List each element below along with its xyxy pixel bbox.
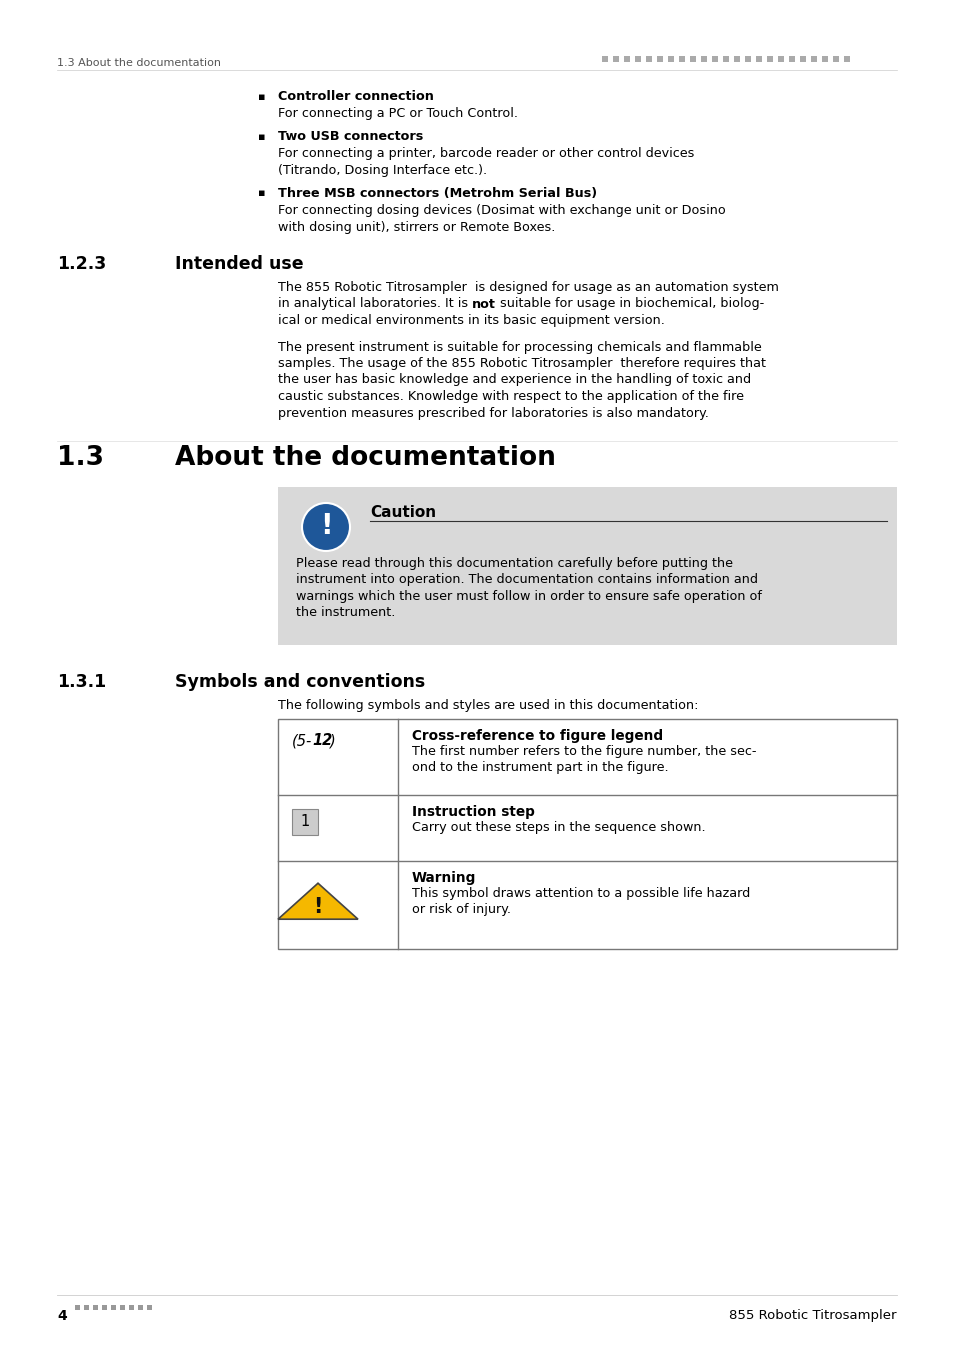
Bar <box>679 55 684 62</box>
Bar <box>277 487 896 645</box>
Bar <box>657 55 662 62</box>
Bar <box>292 809 317 836</box>
Bar <box>601 55 607 62</box>
Text: 1.3 About the documentation: 1.3 About the documentation <box>57 58 221 68</box>
Text: 12: 12 <box>312 733 332 748</box>
Text: caustic substances. Knowledge with respect to the application of the fire: caustic substances. Knowledge with respe… <box>277 390 743 404</box>
Bar <box>92 1305 98 1310</box>
Text: prevention measures prescribed for laboratories is also mandatory.: prevention measures prescribed for labor… <box>277 406 708 420</box>
Bar <box>129 1305 133 1310</box>
Bar <box>147 1305 152 1310</box>
Text: or risk of injury.: or risk of injury. <box>412 903 511 917</box>
Text: Please read through this documentation carefully before putting the: Please read through this documentation c… <box>295 558 732 570</box>
Text: For connecting a PC or Touch Control.: For connecting a PC or Touch Control. <box>277 108 517 120</box>
Bar <box>120 1305 125 1310</box>
Text: with dosing unit), stirrers or Remote Boxes.: with dosing unit), stirrers or Remote Bo… <box>277 220 555 234</box>
Bar <box>766 55 772 62</box>
Bar <box>138 1305 143 1310</box>
Text: ical or medical environments in its basic equipment version.: ical or medical environments in its basi… <box>277 315 664 327</box>
Bar <box>689 55 696 62</box>
Text: Three MSB connectors (Metrohm Serial Bus): Three MSB connectors (Metrohm Serial Bus… <box>277 186 597 200</box>
Text: (Titrando, Dosing Interface etc.).: (Titrando, Dosing Interface etc.). <box>277 163 487 177</box>
Text: Intended use: Intended use <box>174 255 303 273</box>
Text: not: not <box>472 297 496 310</box>
Text: Warning: Warning <box>412 871 476 886</box>
Bar <box>635 55 640 62</box>
Bar <box>711 55 718 62</box>
Text: Symbols and conventions: Symbols and conventions <box>174 674 425 691</box>
Bar <box>788 55 794 62</box>
Text: the user has basic knowledge and experience in the handling of toxic and: the user has basic knowledge and experie… <box>277 374 750 386</box>
Circle shape <box>302 504 350 551</box>
Text: Instruction step: Instruction step <box>412 805 535 819</box>
Text: The following symbols and styles are used in this documentation:: The following symbols and styles are use… <box>277 699 698 711</box>
Text: 1.2.3: 1.2.3 <box>57 255 106 273</box>
Bar <box>700 55 706 62</box>
Text: Two USB connectors: Two USB connectors <box>277 130 423 143</box>
Bar <box>722 55 728 62</box>
Text: samples. The usage of the 855 Robotic Titrosampler  therefore requires that: samples. The usage of the 855 Robotic Ti… <box>277 356 765 370</box>
Text: in analytical laboratories. It is: in analytical laboratories. It is <box>277 297 472 310</box>
Bar <box>623 55 629 62</box>
Bar <box>733 55 740 62</box>
Bar <box>645 55 651 62</box>
Bar <box>800 55 805 62</box>
Bar <box>84 1305 89 1310</box>
Text: This symbol draws attention to a possible life hazard: This symbol draws attention to a possibl… <box>412 887 749 900</box>
Bar <box>843 55 849 62</box>
Bar <box>778 55 783 62</box>
Text: Carry out these steps in the sequence shown.: Carry out these steps in the sequence sh… <box>412 821 705 834</box>
Text: For connecting dosing devices (Dosimat with exchange unit or Dosino: For connecting dosing devices (Dosimat w… <box>277 204 725 217</box>
Text: Controller connection: Controller connection <box>277 90 434 103</box>
Text: 855 Robotic Titrosampler: 855 Robotic Titrosampler <box>729 1310 896 1322</box>
Text: instrument into operation. The documentation contains information and: instrument into operation. The documenta… <box>295 574 758 586</box>
Text: 1.3: 1.3 <box>57 446 104 471</box>
Text: For connecting a printer, barcode reader or other control devices: For connecting a printer, barcode reader… <box>277 147 694 161</box>
Text: 1: 1 <box>300 814 310 829</box>
Bar <box>832 55 838 62</box>
Text: suitable for usage in biochemical, biolog-: suitable for usage in biochemical, biolo… <box>496 297 763 310</box>
Polygon shape <box>277 883 357 919</box>
Text: About the documentation: About the documentation <box>174 446 556 471</box>
Text: ▪: ▪ <box>257 132 265 142</box>
Text: the instrument.: the instrument. <box>295 606 395 620</box>
Bar <box>277 720 896 949</box>
Text: ond to the instrument part in the figure.: ond to the instrument part in the figure… <box>412 761 668 775</box>
Bar <box>613 55 618 62</box>
Text: The first number refers to the figure number, the sec-: The first number refers to the figure nu… <box>412 745 756 757</box>
Bar <box>75 1305 80 1310</box>
Bar <box>102 1305 107 1310</box>
Text: The 855 Robotic Titrosampler  is designed for usage as an automation system: The 855 Robotic Titrosampler is designed… <box>277 281 778 294</box>
Text: ): ) <box>330 733 335 748</box>
Text: !: ! <box>319 512 332 540</box>
Bar <box>810 55 816 62</box>
Text: 4: 4 <box>57 1310 67 1323</box>
Text: 1.3.1: 1.3.1 <box>57 674 106 691</box>
Bar <box>111 1305 116 1310</box>
Bar <box>821 55 827 62</box>
Bar <box>755 55 761 62</box>
Text: !: ! <box>313 896 322 917</box>
Text: ▪: ▪ <box>257 189 265 198</box>
Text: Caution: Caution <box>370 505 436 520</box>
Text: warnings which the user must follow in order to ensure safe operation of: warnings which the user must follow in o… <box>295 590 761 603</box>
Text: (5-: (5- <box>292 733 312 748</box>
Text: Cross-reference to figure legend: Cross-reference to figure legend <box>412 729 662 742</box>
Text: ▪: ▪ <box>257 92 265 103</box>
Bar <box>744 55 750 62</box>
Bar <box>667 55 673 62</box>
Text: The present instrument is suitable for processing chemicals and flammable: The present instrument is suitable for p… <box>277 340 760 354</box>
